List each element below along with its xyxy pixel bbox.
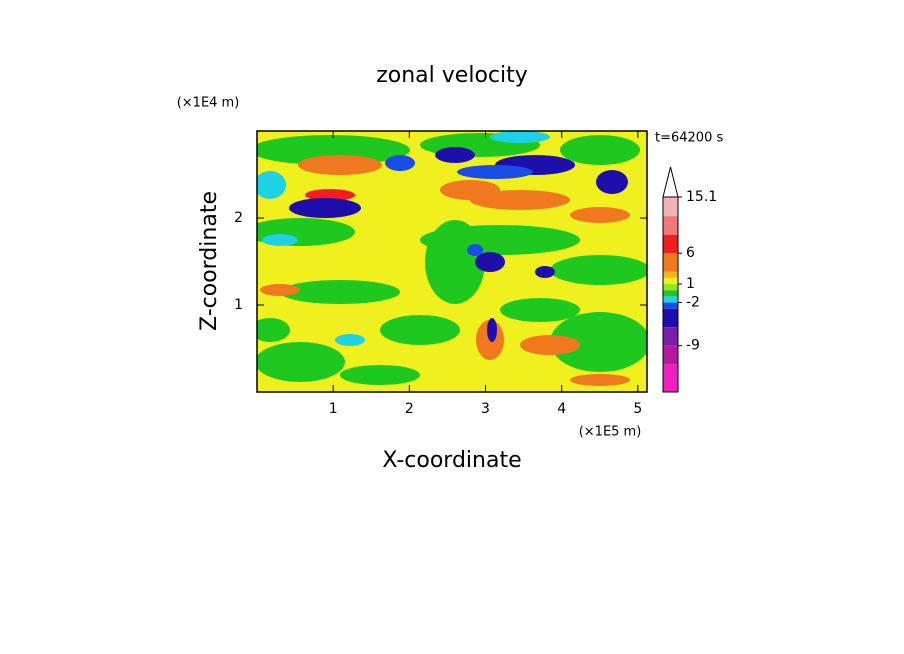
colorbar-bin xyxy=(663,197,678,217)
colorbar-bin xyxy=(663,216,678,235)
colorbar-tick-label: 6 xyxy=(686,245,695,261)
time-annotation: t=64200 s xyxy=(655,131,723,146)
contour-region xyxy=(457,165,533,179)
colorbar-bin xyxy=(663,234,678,254)
contour-region xyxy=(380,315,460,345)
contour-region xyxy=(257,318,290,342)
contour-region xyxy=(535,266,555,278)
x-tick-label: 1 xyxy=(329,401,338,417)
colorbar-tick-label: 1 xyxy=(686,276,695,292)
contour-region xyxy=(298,155,382,175)
contour-region xyxy=(435,147,475,163)
plot-frame xyxy=(256,130,648,393)
colorbar-tick-label: 15.1 xyxy=(686,189,717,205)
contour-region xyxy=(257,135,410,165)
contour-region xyxy=(560,135,640,165)
colorbar-bin xyxy=(663,290,678,297)
contour-region xyxy=(570,207,630,223)
contour-region xyxy=(570,374,630,386)
contour-region xyxy=(260,284,300,296)
colorbar-bin xyxy=(663,284,678,291)
x-tick-label: 3 xyxy=(481,401,490,417)
contour-region xyxy=(257,171,286,199)
contour-region xyxy=(550,255,647,285)
colorbar-bin xyxy=(663,296,678,303)
x-tick-label: 2 xyxy=(405,401,414,417)
y-axis-label: Z-coordinate xyxy=(197,191,222,331)
contour-region xyxy=(500,298,580,322)
contour-region xyxy=(425,220,485,304)
colorbar-bin xyxy=(663,277,678,285)
contour-region xyxy=(475,252,505,272)
y-tick-label: 2 xyxy=(234,210,243,226)
contour-region xyxy=(385,155,415,171)
contour-region xyxy=(262,234,298,246)
colorbar-tick-label: -2 xyxy=(686,295,700,311)
colorbar-bin xyxy=(663,271,678,278)
contour-region xyxy=(550,312,647,372)
contour-region xyxy=(257,342,345,382)
colorbar-bin xyxy=(663,364,678,392)
contour-region xyxy=(487,318,497,342)
contour-region xyxy=(490,131,550,143)
colorbar-tick-label: -9 xyxy=(686,338,700,354)
contour-region xyxy=(440,180,500,200)
contour-region xyxy=(257,218,355,246)
colorbar-bin xyxy=(663,345,678,365)
contour-region xyxy=(305,189,355,201)
contour-region xyxy=(335,334,365,346)
contour-region xyxy=(467,244,483,256)
chart-title: zonal velocity xyxy=(376,63,528,88)
contour-field xyxy=(257,131,647,392)
y-tick-label: 1 xyxy=(234,297,243,313)
x-axis-label: X-coordinate xyxy=(382,448,521,473)
colorbar-bin xyxy=(663,327,678,346)
colorbar-bin xyxy=(663,253,678,272)
contour-region xyxy=(596,170,628,194)
y-unit-label: (×1E4 m) xyxy=(177,96,240,111)
contour-region xyxy=(340,365,420,385)
contour-region xyxy=(520,335,580,355)
colorbar-extend xyxy=(662,166,679,198)
x-unit-label: (×1E5 m) xyxy=(579,425,642,440)
x-tick-label: 4 xyxy=(557,401,566,417)
contour-region xyxy=(280,280,400,304)
colorbar-bin xyxy=(663,302,678,309)
contour-region xyxy=(289,198,361,218)
x-tick-label: 5 xyxy=(633,401,642,417)
colorbar-bin xyxy=(663,308,678,328)
